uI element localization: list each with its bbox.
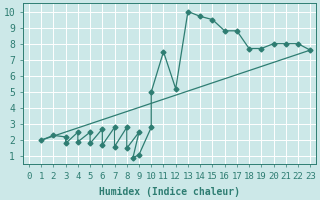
X-axis label: Humidex (Indice chaleur): Humidex (Indice chaleur): [99, 186, 240, 197]
